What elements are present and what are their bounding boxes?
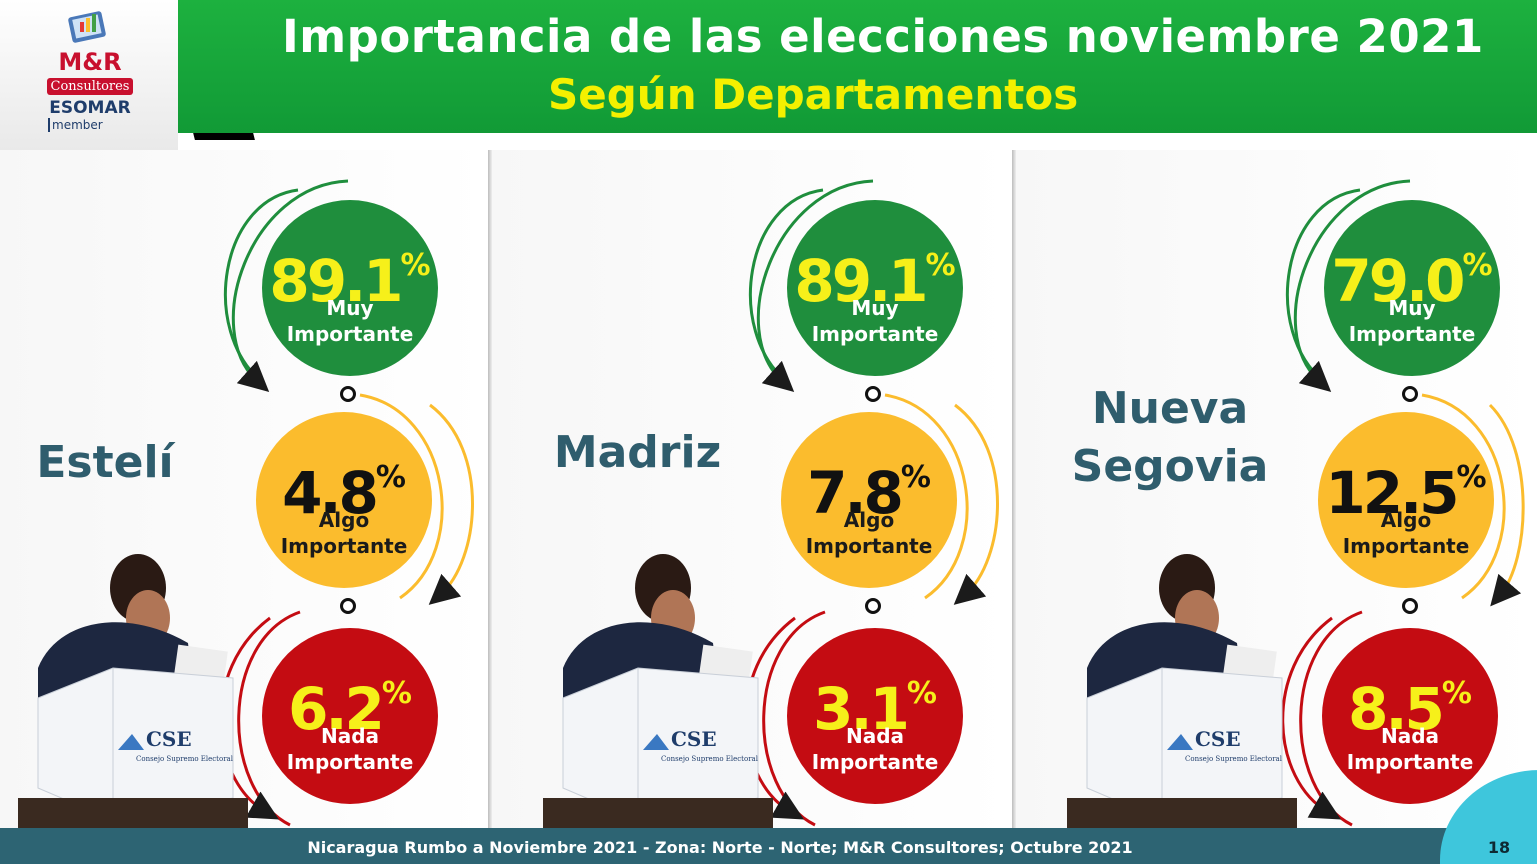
category-label: Muy (1388, 296, 1436, 320)
category-label: Muy (851, 296, 899, 320)
percent-sign: % (375, 460, 406, 495)
booth-sublabel: Consejo Supremo Electoral (1185, 755, 1283, 763)
panel-divider (488, 150, 492, 828)
connector-node (865, 598, 881, 614)
percent-sign: % (1456, 460, 1487, 495)
percent-sign: % (906, 676, 937, 711)
page-number: 18 (1487, 838, 1511, 857)
nada-importante-circle: 3.1% Nada Importante (787, 628, 963, 804)
percent-number: 6.2 (288, 675, 385, 743)
muy-importante-circle: 79.0% Muy Importante (1324, 200, 1500, 376)
category-label: Importante (286, 750, 414, 774)
percent-value: 8.5% (1322, 664, 1498, 739)
category-label: Algo (318, 508, 370, 532)
muy-importante-circle: 89.1% Muy Importante (787, 200, 963, 376)
booth-logo-text: CSE (671, 727, 717, 751)
page-subtitle: Según Departamentos (548, 70, 1079, 119)
percent-sign: % (1441, 676, 1472, 711)
percent-number: 4.8 (282, 459, 379, 527)
category-label: Algo (1380, 508, 1432, 532)
booth-sublabel: Consejo Supremo Electoral (136, 755, 234, 763)
connector-node (1402, 598, 1418, 614)
percent-sign: % (900, 460, 931, 495)
logo-consultores: Consultores (47, 78, 133, 95)
connector-node (865, 386, 881, 402)
percent-value: 79.0% (1324, 236, 1500, 311)
category-label: Importante (805, 534, 933, 558)
algo-importante-circle: 7.8% Algo Importante (781, 412, 957, 588)
percent-number: 79.0 (1331, 247, 1465, 315)
page-title: Importancia de las elecciones noviembre … (282, 10, 1484, 63)
company-logo: M&R Consultores ESOMAR member (0, 0, 178, 150)
percent-sign: % (400, 248, 431, 283)
department-name-line1: Madriz (553, 427, 722, 478)
percent-sign: % (381, 676, 412, 711)
percent-sign: % (925, 248, 956, 283)
nada-importante-circle: 8.5% Nada Importante (1322, 628, 1498, 804)
voter-booth-illustration: CSE Consejo Supremo Electoral (18, 554, 248, 828)
category-label: Importante (280, 534, 408, 558)
percent-value: 4.8% (256, 448, 432, 523)
logo-esomar: ESOMAR (49, 98, 131, 118)
tablet-chart-icon (68, 11, 106, 43)
percent-number: 89.1 (269, 247, 403, 315)
category-label: Algo (843, 508, 895, 532)
category-label: Muy (326, 296, 374, 320)
header-bar (170, 0, 1537, 133)
department-name-line1: Nueva (1091, 383, 1249, 434)
category-label: Importante (1346, 750, 1474, 774)
connector-node (340, 598, 356, 614)
muy-importante-circle: 89.1% Muy Importante (262, 200, 438, 376)
percent-value: 89.1% (262, 236, 438, 311)
booth-logo-text: CSE (146, 727, 192, 751)
percent-value: 89.1% (787, 236, 963, 311)
voter-booth-illustration: CSE Consejo Supremo Electoral (1067, 554, 1297, 828)
panel-divider (1012, 150, 1016, 828)
category-label: Importante (1342, 534, 1470, 558)
algo-importante-circle: 12.5% Algo Importante (1318, 412, 1494, 588)
department-name: Nueva Segovia (1060, 380, 1280, 496)
logo-member: member (48, 118, 103, 132)
category-label: Nada (1380, 724, 1440, 748)
percent-value: 12.5% (1318, 448, 1494, 523)
percent-number: 7.8 (807, 459, 904, 527)
percent-number: 89.1 (794, 247, 928, 315)
category-label: Importante (811, 322, 939, 346)
percent-value: 6.2% (262, 664, 438, 739)
percent-number: 12.5 (1325, 459, 1459, 527)
nada-importante-circle: 6.2% Nada Importante (262, 628, 438, 804)
percent-number: 3.1 (813, 675, 910, 743)
voter-booth-illustration: CSE Consejo Supremo Electoral (543, 554, 773, 828)
algo-importante-circle: 4.8% Algo Importante (256, 412, 432, 588)
connector-node (340, 386, 356, 402)
department-name: Madriz (545, 424, 730, 482)
footer-source: Nicaragua Rumbo a Noviembre 2021 - Zona:… (307, 838, 1133, 857)
percent-value: 7.8% (781, 448, 957, 523)
category-label: Importante (811, 750, 939, 774)
percent-number: 8.5 (1348, 675, 1445, 743)
booth-logo-text: CSE (1195, 727, 1241, 751)
category-label: Nada (845, 724, 905, 748)
connector-node (1402, 386, 1418, 402)
logo-brand: M&R (58, 48, 122, 76)
percent-sign: % (1462, 248, 1493, 283)
department-name-line2: Segovia (1071, 441, 1269, 492)
footer-bar (0, 828, 1537, 864)
booth-sublabel: Consejo Supremo Electoral (661, 755, 759, 763)
department-name-line1: Estelí (36, 437, 174, 488)
department-name: Estelí (20, 434, 190, 492)
category-label: Nada (320, 724, 380, 748)
category-label: Importante (286, 322, 414, 346)
percent-value: 3.1% (787, 664, 963, 739)
category-label: Importante (1348, 322, 1476, 346)
